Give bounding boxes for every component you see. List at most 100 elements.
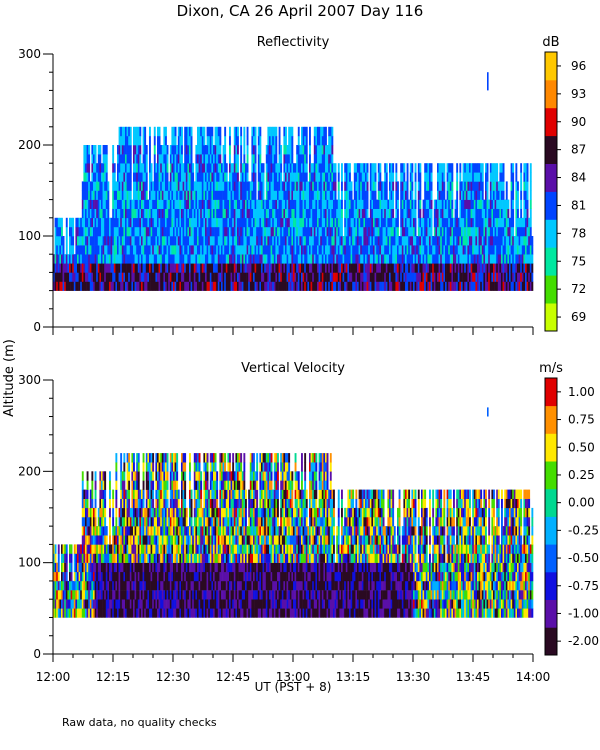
heatmap-cell xyxy=(315,126,318,137)
heatmap-cell xyxy=(216,190,219,200)
heatmap-cell xyxy=(368,236,371,246)
heatmap-cell xyxy=(214,254,217,264)
heatmap-cell xyxy=(264,217,267,228)
heatmap-cell xyxy=(328,181,331,191)
heatmap-cell xyxy=(253,145,255,155)
heatmap-cell xyxy=(403,181,406,191)
heatmap-cell xyxy=(273,126,276,137)
heatmap-cell xyxy=(267,190,270,200)
heatmap-cell xyxy=(209,226,212,237)
heatmap-cell xyxy=(120,172,123,182)
heatmap-cell xyxy=(432,254,435,264)
heatmap-cell xyxy=(141,217,143,228)
heatmap-cell xyxy=(493,272,495,282)
heatmap-cell xyxy=(62,553,65,563)
heatmap-cell xyxy=(134,272,137,282)
heatmap-cell xyxy=(171,217,174,228)
heatmap-cell xyxy=(355,208,358,219)
heatmap-cell xyxy=(184,208,187,219)
heatmap-cell xyxy=(121,145,124,155)
heatmap-cell xyxy=(309,254,311,264)
heatmap-cell xyxy=(400,217,403,228)
heatmap-cell xyxy=(112,199,115,209)
heatmap-cell xyxy=(517,272,519,282)
heatmap-cell xyxy=(107,590,110,600)
heatmap-cell xyxy=(129,135,132,146)
heatmap-cell xyxy=(89,562,92,573)
heatmap-cell xyxy=(224,154,227,164)
heatmap-cell xyxy=(454,254,457,264)
heatmap-cell xyxy=(312,208,315,219)
heatmap-cell xyxy=(315,172,318,182)
heatmap-cell xyxy=(305,263,308,273)
heatmap-cell xyxy=(81,263,84,273)
heatmap-cell xyxy=(347,236,350,246)
heatmap-cell xyxy=(86,590,89,600)
heatmap-cell xyxy=(137,190,140,200)
heatmap-cell xyxy=(133,226,135,237)
heatmap-cell xyxy=(91,590,94,600)
heatmap-cell xyxy=(131,599,134,609)
heatmap-cell xyxy=(142,181,145,191)
heatmap-cell xyxy=(94,544,97,554)
heatmap-cell xyxy=(392,245,395,255)
heatmap-cell xyxy=(449,199,452,209)
heatmap-cell xyxy=(520,217,523,228)
heatmap-cell xyxy=(96,526,99,536)
heatmap-cell xyxy=(259,208,262,219)
heatmap-cell xyxy=(195,181,198,191)
heatmap-cell xyxy=(291,163,294,173)
heatmap-cell xyxy=(382,272,385,282)
heatmap-cell xyxy=(75,226,78,237)
heatmap-cell xyxy=(313,172,316,182)
heatmap-cell xyxy=(435,254,438,264)
heatmap-cell xyxy=(409,190,412,200)
heatmap-cell xyxy=(414,163,417,173)
heatmap-cell xyxy=(400,208,403,219)
heatmap-cell xyxy=(99,471,102,481)
heatmap-cell xyxy=(336,217,339,228)
heatmap-cell xyxy=(289,154,292,164)
heatmap-cell xyxy=(118,590,121,600)
heatmap-cell xyxy=(203,226,206,237)
heatmap-cell xyxy=(190,135,193,146)
heatmap-cell xyxy=(305,172,308,182)
heatmap-cell xyxy=(110,544,113,554)
heatmap-cell xyxy=(104,145,107,155)
heatmap-cell xyxy=(203,181,206,191)
heatmap-cell xyxy=(88,590,91,600)
heatmap-cell xyxy=(504,208,507,219)
heatmap-cell xyxy=(158,145,161,155)
heatmap-cell xyxy=(272,181,275,191)
heatmap-cell xyxy=(69,571,71,582)
heatmap-cell xyxy=(325,226,327,237)
heatmap-cell xyxy=(422,281,425,291)
heatmap-cell xyxy=(299,163,302,173)
heatmap-cell xyxy=(374,217,377,228)
heatmap-cell xyxy=(325,254,327,264)
heatmap-cell xyxy=(299,281,302,291)
heatmap-cell xyxy=(283,154,286,164)
heatmap-cell xyxy=(392,217,395,228)
heatmap-cell xyxy=(341,217,343,228)
heatmap-cell xyxy=(56,599,59,609)
heatmap-cell xyxy=(465,190,468,200)
heatmap-cell xyxy=(312,236,315,246)
heatmap-cell xyxy=(373,190,375,200)
heatmap-cell xyxy=(160,217,163,228)
heatmap-cell xyxy=(209,272,212,282)
heatmap-cell xyxy=(285,190,287,200)
heatmap-cell xyxy=(486,236,489,246)
heatmap-cell xyxy=(208,236,211,246)
heatmap-cell xyxy=(241,181,244,191)
heatmap-cell xyxy=(61,263,63,273)
heatmap-cell xyxy=(313,145,316,155)
heatmap-cell xyxy=(128,462,131,472)
heatmap-cell xyxy=(149,226,151,237)
heatmap-cell xyxy=(267,145,270,155)
heatmap-cell xyxy=(419,217,422,228)
heatmap-cell xyxy=(171,163,174,173)
heatmap-cell xyxy=(469,163,471,173)
heatmap-cell xyxy=(440,163,443,173)
heatmap-cell xyxy=(352,245,355,255)
